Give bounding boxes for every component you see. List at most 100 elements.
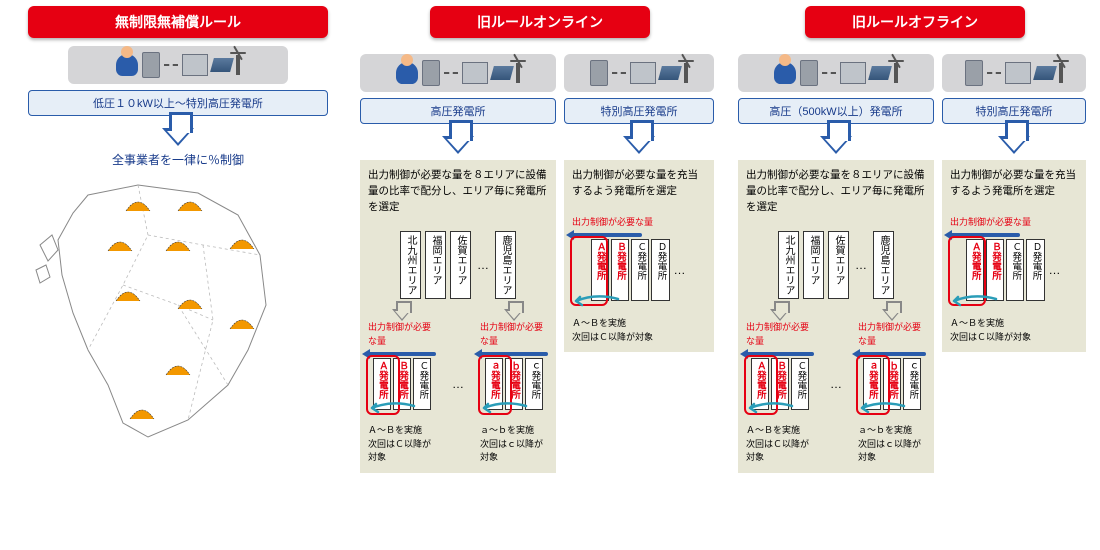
peak-icon — [228, 235, 256, 251]
plant-cell: Ｃ発電所 — [631, 239, 649, 301]
hv-subcol: 高圧（500kW以上）発電所 出力制御が必要な量を８エリアに設備量の比率で配分し… — [738, 46, 934, 473]
foot-note: ａ〜ｂを実施 次回はｃ以降が対象 — [480, 424, 548, 465]
dash-connector — [444, 72, 458, 74]
need-label: 出力制御が必要な量 — [572, 216, 706, 230]
ellipsis: … — [828, 375, 844, 393]
rule-old-offline-col: 旧ルールオフライン 高圧（500kW以上）発電所 出力制御が必要な量を８エリアに… — [738, 6, 1092, 473]
foot-note: Ａ〜Ｂを実施 次回はＣ以降が対象 — [746, 424, 814, 465]
turbine-icon — [894, 63, 898, 83]
small-arrow-icon — [392, 309, 412, 321]
arrow-down-icon — [820, 136, 852, 154]
arrow-down-icon — [442, 136, 474, 154]
need-arrow-icon — [572, 233, 642, 237]
plant-row: Ａ発電所Ｂ発電所Ｃ発電所 — [746, 358, 814, 410]
device-icon — [840, 62, 866, 84]
arrow-down-icon — [998, 136, 1030, 154]
system-box — [564, 54, 714, 92]
device-icon — [630, 62, 656, 84]
plant-cell: Ｃ発電所 — [1006, 239, 1024, 301]
desc-text: 出力制御が必要な量を充当するよう発電所を選定 — [942, 160, 1086, 208]
plant-row: ａ発電所ｂ発電所ｃ発電所 — [480, 358, 548, 410]
small-arrow-icon — [770, 309, 790, 321]
dash-connector — [987, 72, 1001, 74]
operator-icon — [396, 62, 418, 84]
server-icon — [142, 52, 160, 78]
turbine-icon — [684, 63, 688, 83]
need-arrow-icon — [368, 352, 436, 356]
ellipsis: … — [853, 256, 869, 274]
area-cell: 佐賀エリア — [828, 231, 849, 299]
area-cell: 福岡エリア — [425, 231, 446, 299]
dash-connector — [612, 72, 626, 74]
solar-icon — [490, 66, 514, 80]
solar-icon — [210, 58, 234, 72]
area-cell: 福岡エリア — [803, 231, 824, 299]
peak-icon — [106, 237, 134, 253]
peak-icon — [164, 361, 192, 377]
turbine-icon — [1059, 63, 1063, 83]
plant-row: Ａ発電所Ｂ発電所Ｃ発電所Ｄ発電所… — [572, 239, 706, 301]
desc-text: 出力制御が必要な量を８エリアに設備量の比率で配分し、エリア毎に発電所を選定 — [738, 160, 934, 223]
server-icon — [422, 60, 440, 86]
peak-icon — [176, 197, 204, 213]
small-arrow-icon — [882, 309, 902, 321]
device-icon — [1005, 62, 1031, 84]
header-unlimited: 無制限無補償ルール — [28, 6, 328, 38]
operator-icon — [116, 54, 138, 76]
foot-note: Ａ〜Ｂを実施 次回はＣ以降が対象 — [950, 317, 1078, 344]
small-arrow-icon — [504, 309, 524, 321]
peak-icon — [228, 315, 256, 331]
plant-cell: Ｃ発電所 — [413, 358, 431, 410]
solar-icon — [868, 66, 892, 80]
arrow-down-icon — [162, 128, 194, 146]
plant-blocks: 出力制御が必要な量 Ａ発電所Ｂ発電所Ｃ発電所 Ａ〜Ｂを実施 次回はＣ以降が対象 … 出力… — [746, 303, 926, 465]
need-label: 出力制御が必要な量 — [746, 321, 814, 348]
need-arrow-icon — [950, 233, 1020, 237]
need-arrow-icon — [858, 352, 926, 356]
plant-container: 出力制御が必要な量Ａ発電所Ｂ発電所Ｃ発電所Ｄ発電所…Ａ〜Ｂを実施 次回はＣ以降が… — [942, 208, 1086, 353]
peak-icon — [128, 405, 156, 421]
area-cell: 佐賀エリア — [450, 231, 471, 299]
ellipsis: … — [450, 375, 466, 393]
plant-cell: Ａ発電所 — [373, 358, 391, 410]
plant-cell: Ａ発電所 — [591, 239, 609, 301]
foot-note: ａ〜ｂを実施 次回はｃ以降が対象 — [858, 424, 926, 465]
plant-row: Ａ発電所Ｂ発電所Ｃ発電所 — [368, 358, 436, 410]
plant-cell: ａ発電所 — [863, 358, 881, 410]
area-cell: 鹿児島エリア — [873, 231, 894, 299]
operator-icon — [774, 62, 796, 84]
system-box — [738, 54, 934, 92]
plant-block: 出力制御が必要な量Ａ発電所Ｂ発電所Ｃ発電所Ａ〜Ｂを実施 次回はＣ以降が対象 — [368, 303, 436, 465]
plant-block: 出力制御が必要な量 ａ発電所ｂ発電所ｃ発電所 ａ〜ｂを実施 次回はｃ以降が対象 — [480, 303, 548, 465]
need-label: 出力制御が必要な量 — [950, 216, 1078, 230]
area-cell: 北九州エリア — [778, 231, 799, 299]
plant-cell: Ｂ発電所 — [611, 239, 629, 301]
need-label: 出力制御が必要な量 — [480, 321, 548, 348]
peak-icon — [176, 295, 204, 311]
ellipsis: … — [1047, 261, 1063, 279]
plant-block: 出力制御が必要な量 Ａ発電所Ｂ発電所Ｃ発電所 Ａ〜Ｂを実施 次回はＣ以降が対象 — [746, 303, 814, 465]
plant-cell: ａ発電所 — [485, 358, 503, 410]
server-icon — [590, 60, 608, 86]
plant-cell: Ｂ発電所 — [393, 358, 411, 410]
desc-text: 出力制御が必要な量を充当するよう発電所を選定 — [564, 160, 714, 208]
area-container: 北九州エリア福岡エリア佐賀エリア…鹿児島エリア 出力制御が必要な量Ａ発電所Ｂ発電… — [360, 223, 556, 473]
plant-cell: Ｂ発電所 — [986, 239, 1004, 301]
plant-row: ａ発電所ｂ発電所ｃ発電所 — [858, 358, 926, 410]
area-row: 北九州エリア福岡エリア佐賀エリア…鹿児島エリア — [368, 231, 548, 299]
peak-icon — [114, 287, 142, 303]
turbine-icon — [236, 55, 240, 75]
plant-cell: Ｃ発電所 — [791, 358, 809, 410]
server-icon — [965, 60, 983, 86]
server-icon — [800, 60, 818, 86]
system-box — [942, 54, 1086, 92]
caption: 全事業者を一律に％制御 — [28, 152, 328, 169]
rule-unlimited-col: 無制限無補償ルール 低圧１０kW以上〜特別高圧発電所 全事業者を一律に％制御 — [28, 6, 328, 455]
area-container: 北九州エリア福岡エリア佐賀エリア…鹿児島エリア 出力制御が必要な量Ａ発電所Ｂ発電… — [738, 223, 934, 473]
map-outline — [28, 175, 308, 455]
plant-cell: Ａ発電所 — [966, 239, 984, 301]
need-arrow-icon — [480, 352, 548, 356]
foot-note: Ａ〜Ｂを実施 次回はＣ以降が対象 — [572, 317, 706, 344]
shv-subcol: 特別高圧発電所 出力制御が必要な量を充当するよう発電所を選定 出力制御が必要な量… — [942, 46, 1086, 473]
plant-cell: Ｄ発電所 — [651, 239, 669, 301]
